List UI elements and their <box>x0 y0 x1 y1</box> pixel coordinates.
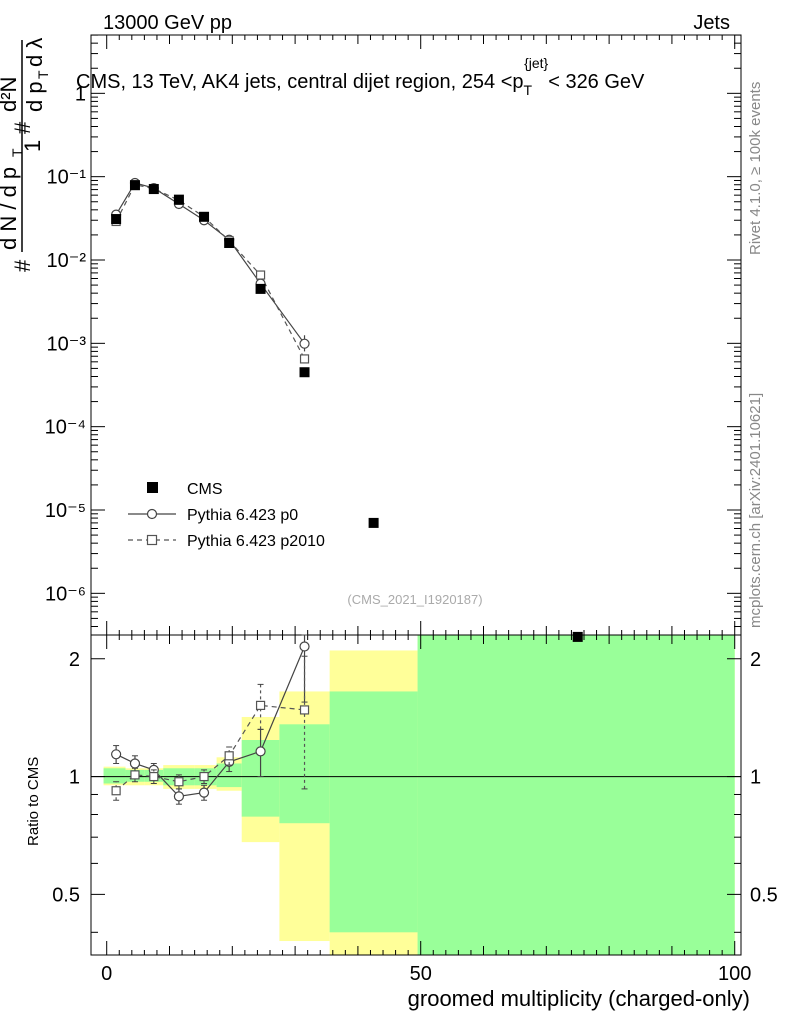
y-tick-label-ratio-right: 1 <box>750 767 761 789</box>
cms-point <box>368 517 379 528</box>
chart-title: CMS, 13 TeV, AK4 jets, central dijet reg… <box>76 55 645 98</box>
legend: CMS Pythia 6.423 p0 Pythia 6.423 p2010 <box>128 481 325 550</box>
svg-text:d N / d p: d N / d p <box>0 167 21 250</box>
ratio-p2010-point <box>224 751 234 761</box>
y-tick-label-main: 10⁻⁴ <box>45 417 86 439</box>
ratio-p2010-point <box>299 705 310 715</box>
cms-point <box>224 237 235 248</box>
ratio-panel-series <box>111 634 310 805</box>
legend-p2010-marker <box>146 534 158 546</box>
svg-text:d p: d p <box>22 81 47 112</box>
ratio-p2010-point <box>174 777 184 787</box>
ratio-p0-point <box>129 758 141 769</box>
main-panel-series <box>111 177 583 642</box>
x-tick-label: 50 <box>410 963 432 985</box>
series-p0-line <box>115 182 306 345</box>
cms-point <box>255 283 266 294</box>
svg-text:d²N: d²N <box>0 77 21 112</box>
svg-text:d λ: d λ <box>22 38 47 67</box>
series-p2010-line <box>115 184 306 360</box>
cms-point <box>111 214 122 225</box>
ratio-frame <box>90 634 742 956</box>
y-tick-label-ratio-right: 2 <box>750 649 761 671</box>
main-y-axis-label: # d N / d p T 1 # d p T d²N d λ <box>0 38 51 272</box>
svg-text:1: 1 <box>20 140 45 152</box>
p2010-point <box>299 354 310 364</box>
title-sub: T <box>524 82 533 98</box>
rivet-label: Rivet 4.1.0, ≥ 100k events <box>747 82 764 255</box>
band-inner-9 <box>417 635 735 955</box>
legend-p2010-label: Pythia 6.423 p2010 <box>187 533 325 550</box>
cms-point <box>148 184 159 195</box>
cms-point <box>173 194 184 205</box>
svg-text:#: # <box>10 121 35 134</box>
legend-cms-marker <box>147 482 158 493</box>
y-tick-label-main: 1 <box>75 83 86 105</box>
ratio-p0-point <box>111 749 122 760</box>
cms-point <box>199 211 210 222</box>
ratio-p2010-point <box>149 771 159 782</box>
p0-point <box>299 338 310 349</box>
title-post: < 326 GeV <box>548 71 645 93</box>
svg-text:#: # <box>10 259 35 272</box>
legend-p0-marker <box>146 508 158 520</box>
cms-point <box>299 367 310 378</box>
header-right: Jets <box>693 12 730 34</box>
y-tick-label-ratio: 1 <box>69 767 80 789</box>
y-tick-label-ratio-right: 0.5 <box>750 884 778 906</box>
svg-text:T: T <box>35 70 51 79</box>
analysis-watermark: (CMS_2021_I1920187) <box>347 592 482 607</box>
y-tick-label-ratio: 2 <box>69 649 80 671</box>
ratio-p0-point <box>299 641 310 652</box>
y-tick-label-main: 10⁻⁶ <box>45 583 86 605</box>
legend-p0-label: Pythia 6.423 p0 <box>187 507 298 524</box>
axis-ticks: 0 50 100 1 10⁻¹ 10⁻² 10⁻³ 10⁻⁴ 10⁻⁵ 10⁻⁶ 2 2 1 1 0.5 0.… <box>45 34 778 985</box>
header-left: 13000 GeV pp <box>103 12 232 34</box>
y-tick-label-main: 10⁻³ <box>47 333 87 355</box>
ratio-p2010-point <box>255 700 266 710</box>
svg-text:T: T <box>9 148 25 157</box>
ratio-p0-point <box>255 746 266 757</box>
y-tick-label-main: 10⁻¹ <box>47 167 87 189</box>
band-inner-0 <box>103 768 126 784</box>
ratio-p0-point <box>173 791 185 802</box>
cms-point <box>129 180 140 191</box>
y-tick-label-main: 10⁻² <box>47 250 87 272</box>
cms-point <box>572 631 583 642</box>
legend-cms-label: CMS <box>187 481 223 498</box>
uncertainty-bands <box>103 635 735 955</box>
band-inner-8 <box>329 691 418 933</box>
ratio-y-label: Ratio to CMS <box>25 757 42 846</box>
x-tick-label: 0 <box>101 963 112 985</box>
x-axis-label: groomed multiplicity (charged-only) <box>408 986 750 1011</box>
ratio-p2010-point <box>199 771 209 782</box>
ratio-p2010-point <box>111 786 121 796</box>
ratio-p2010-point <box>130 770 140 780</box>
y-tick-label-ratio: 0.5 <box>52 884 80 906</box>
x-tick-label: 100 <box>718 963 751 985</box>
mcplots-label: mcplots.cern.ch [arXiv:2401.10621] <box>747 393 764 628</box>
title-pre: CMS, 13 TeV, AK4 jets, central dijet reg… <box>76 71 524 93</box>
title-sup: {jet} <box>524 55 548 71</box>
p2010-point <box>255 270 266 280</box>
ratio-p0-point <box>198 787 210 798</box>
y-tick-label-main: 10⁻⁵ <box>45 500 86 522</box>
